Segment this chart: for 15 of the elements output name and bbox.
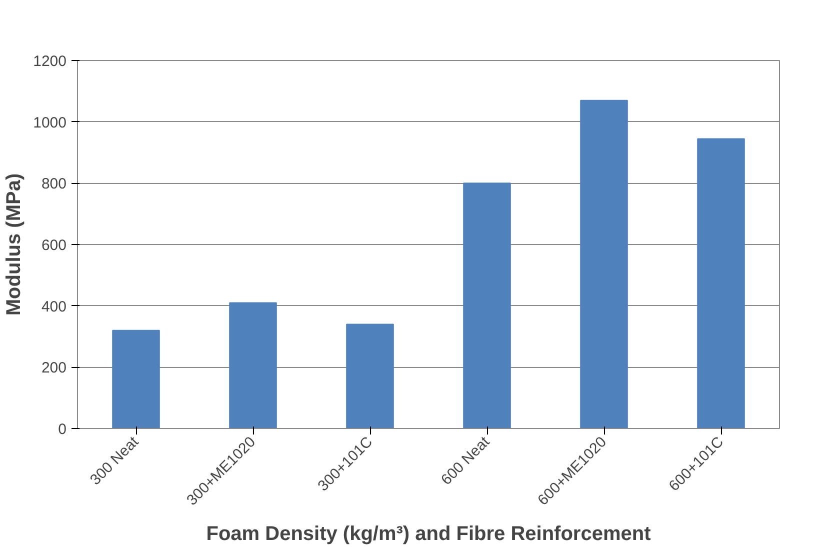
bar	[463, 182, 511, 428]
y-tick-label: 600	[41, 237, 67, 254]
x-axis-title: Foam Density (kg/m³) and Fibre Reinforcement	[206, 522, 652, 545]
y-axis-title: Modulus (MPa)	[3, 173, 26, 316]
bar	[112, 330, 160, 428]
bar	[229, 302, 277, 428]
bar	[346, 324, 394, 428]
bar	[580, 100, 628, 428]
y-tick-label: 0	[58, 421, 66, 438]
y-tick-label: 400	[41, 298, 67, 316]
y-tick-label: 1000	[33, 114, 67, 132]
y-tick-label: 800	[41, 176, 67, 193]
y-tick-label: 1200	[33, 53, 67, 70]
y-tick-label: 200	[41, 360, 67, 377]
bar	[697, 138, 745, 428]
